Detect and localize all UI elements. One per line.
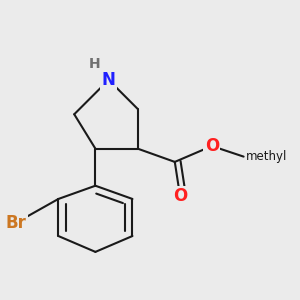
Text: H: H bbox=[88, 57, 100, 71]
Text: Br: Br bbox=[6, 214, 26, 232]
Text: N: N bbox=[102, 71, 116, 89]
Text: methyl: methyl bbox=[246, 150, 288, 163]
Text: O: O bbox=[205, 137, 219, 155]
Text: O: O bbox=[173, 187, 187, 205]
